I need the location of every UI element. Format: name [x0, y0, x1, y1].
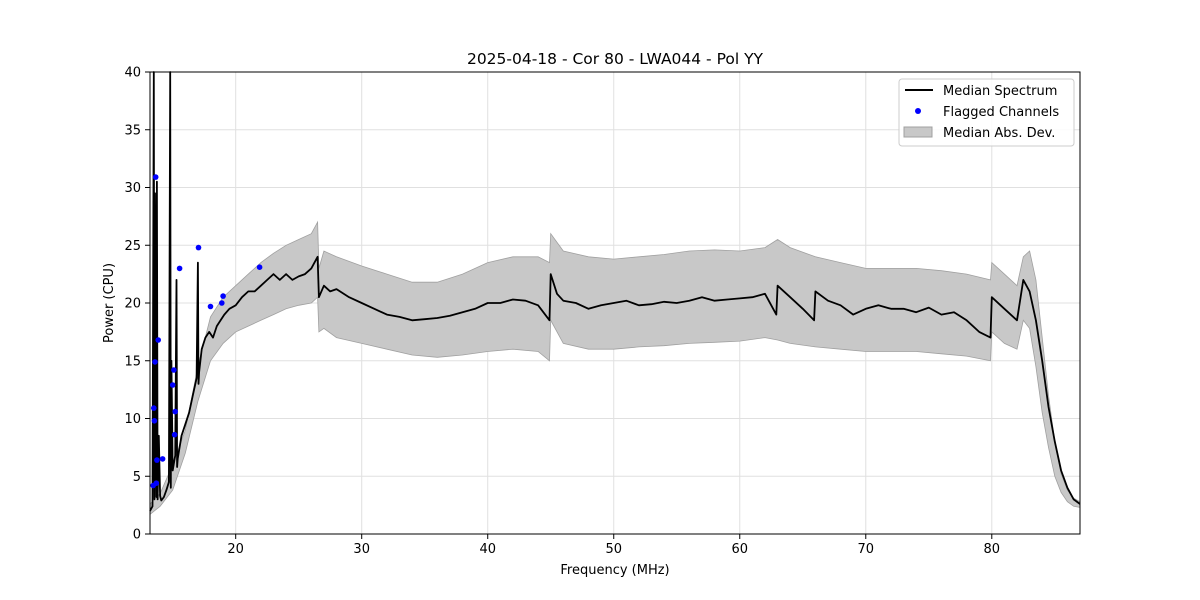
y-axis-ticks: 0 5 10 15 20 25 30 35 40 [124, 66, 150, 543]
legend-box [898, 78, 1075, 147]
legend-median-label: Median Spectrum [943, 84, 1057, 99]
flagged-points-layer [150, 174, 263, 489]
flagged-channel-point [256, 264, 263, 271]
flagged-channel-point [154, 457, 160, 463]
x-tick-label: 20 [227, 542, 244, 557]
y-tick-label: 10 [124, 412, 141, 427]
legend-flagged-label: Flagged Channels [943, 105, 1059, 120]
mad-band-layer [149, 220, 1081, 516]
x-tick-label: 40 [479, 542, 496, 557]
legend-mad-swatch [903, 126, 933, 138]
flagged-channel-point [153, 480, 160, 487]
flagged-channel-point [171, 367, 177, 373]
y-tick-label: 40 [124, 66, 141, 81]
y-tick-label: 25 [124, 239, 141, 254]
flagged-channel-point [220, 293, 226, 299]
flagged-channel-point [195, 244, 202, 251]
median-spectrum-line [149, 71, 1081, 512]
y-axis-label: Power (CPU) [102, 263, 117, 343]
mad-band [149, 220, 1081, 516]
x-axis-label: Frequency (MHz) [560, 563, 669, 578]
x-tick-label: 70 [857, 542, 874, 557]
flagged-channel-point [151, 405, 157, 411]
median-line-layer [149, 71, 1081, 512]
y-tick-label: 5 [133, 470, 141, 485]
x-tick-label: 60 [731, 542, 748, 557]
chart-title: 2025-04-18 - Cor 80 - LWA044 - Pol YY [467, 50, 764, 68]
legend: Median Spectrum Flagged Channels Median … [898, 78, 1075, 147]
flagged-channel-point [152, 359, 158, 365]
y-tick-label: 30 [124, 181, 141, 196]
x-tick-label: 30 [353, 542, 370, 557]
y-tick-label: 15 [124, 354, 141, 369]
y-tick-label: 35 [124, 123, 141, 138]
flagged-channel-point [172, 408, 178, 415]
flagged-channel-point [159, 456, 166, 462]
legend-mad-label: Median Abs. Dev. [943, 126, 1055, 141]
flagged-channel-point [155, 337, 161, 343]
x-tick-label: 50 [605, 542, 622, 557]
y-tick-label: 0 [133, 528, 141, 543]
x-axis-ticks: 20 30 40 50 60 70 80 [227, 534, 1000, 557]
flagged-channel-point [169, 382, 176, 388]
flagged-channel-point [152, 174, 159, 180]
flagged-channel-point [207, 303, 214, 310]
flagged-channel-point [171, 431, 178, 438]
y-tick-label: 20 [124, 297, 141, 312]
flagged-channel-point [151, 418, 158, 424]
x-tick-label: 80 [984, 542, 1001, 557]
flagged-channel-point [176, 265, 183, 272]
legend-flagged-swatch [915, 108, 921, 114]
flagged-channel-point [219, 300, 225, 306]
